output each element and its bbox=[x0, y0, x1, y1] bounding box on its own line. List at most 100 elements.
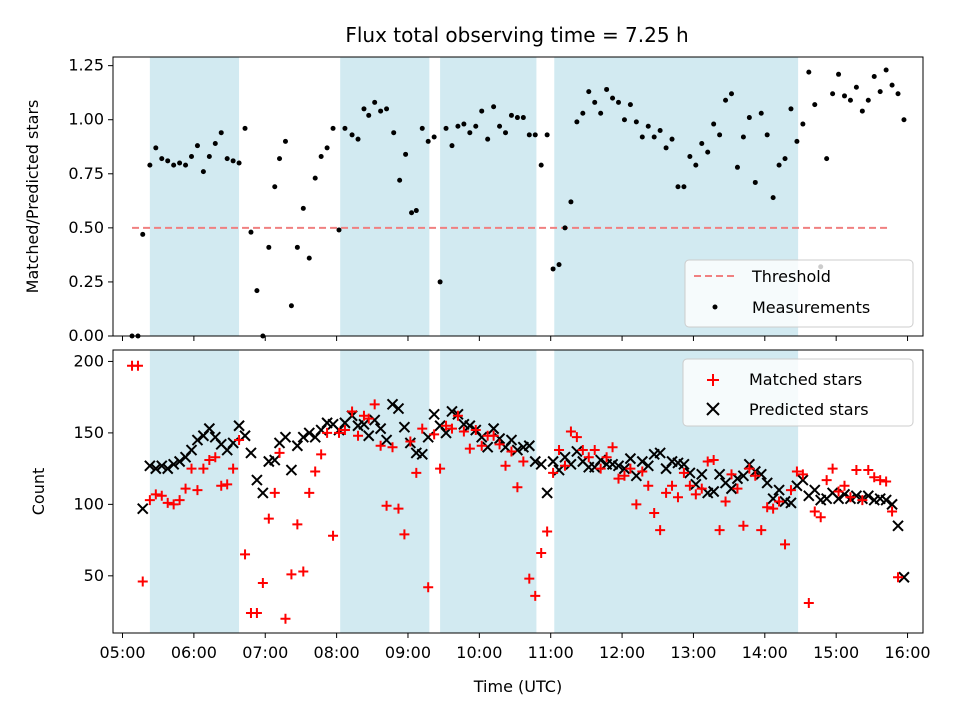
measurement-point bbox=[282, 138, 288, 144]
matched-star-point bbox=[530, 590, 541, 601]
measurement-point bbox=[503, 130, 509, 136]
top-panel: 0.00 0.25 0.50 0.75 1.00 1.25 Matched/Predict… bbox=[23, 56, 924, 345]
matched-star-point bbox=[470, 425, 481, 436]
predicted-star-point bbox=[571, 445, 583, 458]
shaded-interval bbox=[340, 57, 430, 336]
measurements-legend-swatch bbox=[712, 304, 718, 310]
matched-star-point bbox=[304, 487, 315, 498]
predicted-star-point bbox=[761, 477, 773, 489]
top-axes-frame bbox=[112, 56, 924, 337]
predicted-star-point bbox=[487, 422, 500, 435]
matched-star-point bbox=[168, 499, 179, 510]
predicted-star-point bbox=[880, 494, 892, 506]
predicted-star-point bbox=[251, 474, 263, 486]
measurement-point bbox=[895, 91, 901, 97]
matched-star-point bbox=[577, 445, 588, 456]
matched-star-point bbox=[887, 506, 898, 517]
bottom-shaded-intervals bbox=[149, 350, 799, 633]
matched-star-point bbox=[696, 483, 707, 494]
predicted-stars-legend-swatch bbox=[706, 402, 720, 416]
measurement-point bbox=[330, 125, 336, 131]
measurement-point bbox=[526, 132, 532, 138]
x-tick-label: 10:00 bbox=[456, 643, 502, 662]
x-tick-label: 08:00 bbox=[314, 643, 360, 662]
predicted-star-point bbox=[233, 420, 245, 432]
measurement-point bbox=[147, 162, 153, 168]
matched-star-point bbox=[435, 463, 446, 474]
measurement-point bbox=[397, 177, 403, 183]
y-tick-label: 0.75 bbox=[68, 164, 104, 183]
matched-star-point bbox=[875, 475, 886, 486]
x-tick-label: 12:00 bbox=[599, 643, 645, 662]
measurement-point bbox=[342, 125, 348, 131]
top-legend: Threshold Measurements bbox=[684, 259, 914, 328]
bottom-legend: Matched stars Predicted stars bbox=[682, 358, 914, 427]
measurement-point bbox=[140, 231, 146, 237]
matched-star-point bbox=[780, 539, 791, 550]
measurement-point bbox=[568, 199, 574, 205]
matched-star-point bbox=[458, 426, 469, 437]
measurement-point bbox=[294, 244, 300, 250]
measurement-point bbox=[586, 89, 592, 95]
measurement-point bbox=[836, 71, 842, 77]
measurement-point bbox=[485, 136, 491, 142]
measurement-point bbox=[254, 288, 260, 294]
predicted-star-point bbox=[529, 455, 541, 468]
measurement-point bbox=[443, 125, 449, 131]
x-tick-label: 13:00 bbox=[670, 643, 716, 662]
shaded-interval bbox=[340, 350, 430, 633]
predicted-star-point bbox=[368, 414, 381, 426]
matched-star-point bbox=[286, 569, 297, 580]
measurement-point bbox=[859, 108, 865, 114]
measurement-point bbox=[621, 117, 627, 123]
y-tick-label: 1.25 bbox=[68, 56, 104, 75]
predicted-star-point bbox=[285, 464, 298, 476]
measurement-point bbox=[651, 134, 657, 140]
predicted-star-point bbox=[162, 462, 174, 475]
measurement-point bbox=[431, 134, 437, 140]
measurement-point bbox=[633, 119, 639, 125]
matched-star-point bbox=[310, 466, 321, 477]
predicted-star-point bbox=[358, 418, 370, 431]
predicted-star-point bbox=[476, 431, 488, 443]
measurement-point bbox=[306, 255, 312, 261]
matched-star-point bbox=[857, 495, 868, 506]
matched-star-point bbox=[204, 455, 215, 466]
measurement-point bbox=[592, 99, 598, 105]
predicted-star-point bbox=[684, 467, 696, 479]
matched-star-point bbox=[619, 470, 630, 481]
measurement-point bbox=[580, 110, 586, 116]
matched-star-point bbox=[601, 452, 612, 463]
top-legend-box bbox=[684, 259, 914, 328]
matched-star-point bbox=[144, 495, 155, 506]
measurement-point bbox=[740, 134, 746, 140]
matched-star-point bbox=[292, 519, 303, 530]
measurement-point bbox=[532, 132, 538, 138]
predicted-star-point bbox=[191, 434, 204, 446]
matched-star-point bbox=[423, 582, 434, 593]
matched-star-point bbox=[399, 529, 410, 540]
matched-star-point bbox=[637, 466, 648, 477]
measurement-point bbox=[183, 162, 189, 168]
matched-star-point bbox=[222, 479, 233, 490]
predicted-star-point bbox=[511, 444, 524, 456]
x-axis-label: Time (UTC) bbox=[473, 677, 562, 696]
matched-star-point bbox=[548, 467, 559, 478]
measurement-point bbox=[272, 184, 278, 190]
matched-star-point bbox=[216, 480, 227, 491]
matched-star-point bbox=[607, 442, 618, 453]
matched-star-point bbox=[381, 500, 392, 511]
measurement-point bbox=[812, 102, 818, 108]
measurement-point bbox=[288, 303, 294, 309]
matched-star-point bbox=[542, 526, 553, 537]
measurement-point bbox=[349, 132, 355, 138]
measurement-point bbox=[355, 136, 361, 142]
matched-star-point bbox=[263, 513, 274, 524]
matched-star-point bbox=[132, 360, 143, 371]
matched-stars-series bbox=[127, 360, 904, 624]
matched-star-point bbox=[625, 463, 636, 474]
matched-star-point bbox=[839, 480, 850, 491]
predicted-stars-legend-label: Predicted stars bbox=[749, 400, 869, 419]
measurement-point bbox=[473, 123, 479, 129]
matched-star-point bbox=[298, 566, 309, 577]
